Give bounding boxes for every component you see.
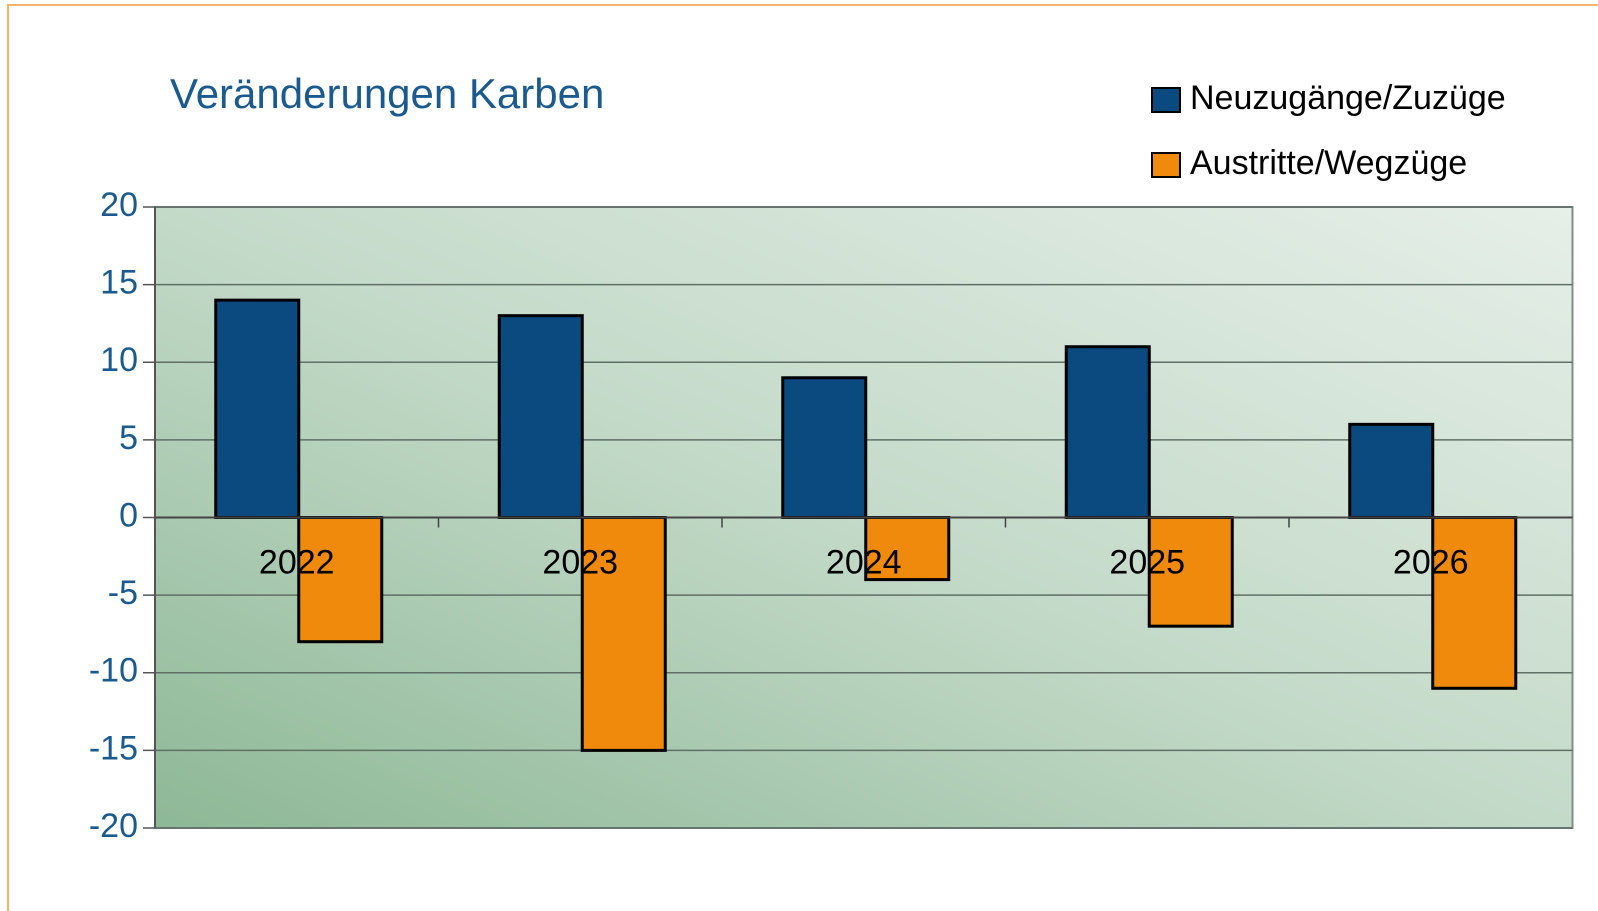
y-tick-label: 20 <box>100 186 138 224</box>
legend-label: Austritte/Wegzüge <box>1190 144 1467 182</box>
y-tick-label: -20 <box>89 807 138 845</box>
legend-swatch <box>1151 87 1181 113</box>
x-tick-label: 2025 <box>1109 543 1185 581</box>
y-tick-label: 15 <box>100 264 138 302</box>
x-tick-label: 2022 <box>259 543 335 581</box>
y-tick-label: 0 <box>119 496 138 534</box>
y-tick-label: -15 <box>89 729 138 767</box>
bar <box>497 314 584 519</box>
bar <box>1348 422 1435 520</box>
bar <box>781 376 868 519</box>
legend-swatch <box>1151 152 1181 178</box>
bar <box>214 298 301 519</box>
x-tick-label: 2023 <box>542 543 618 581</box>
y-tick-label: 10 <box>100 341 138 379</box>
bar <box>580 516 667 752</box>
legend-label: Neuzugänge/Zuzüge <box>1190 79 1506 117</box>
x-tick-label: 2024 <box>826 543 902 581</box>
frame <box>7 4 1598 911</box>
bar <box>297 516 384 644</box>
y-tick-label: -10 <box>89 652 138 690</box>
x-tick-label: 2026 <box>1393 543 1469 581</box>
y-tick-label: -5 <box>108 574 138 612</box>
chart-title: Veränderungen Karben <box>170 70 604 117</box>
bar <box>1064 345 1151 519</box>
y-tick-label: 5 <box>119 419 138 457</box>
